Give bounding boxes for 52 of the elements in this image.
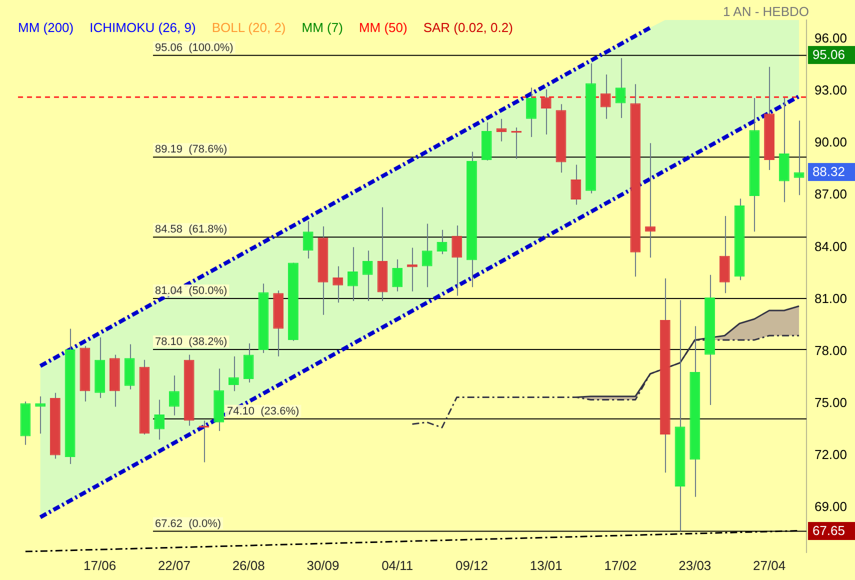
text: 88.32 [808,163,855,182]
candlestick [332,266,344,304]
ref-line-label: 67.62 (0.0%) [155,518,222,530]
y-tick-label: 78.00 [814,342,848,358]
text: 1 AN - HEBDO [723,4,809,19]
y-tick-label: 93.00 [814,82,848,98]
annotation: ICHIMOKU (26, 9) [90,20,196,35]
x-tick-label: 23/03 [678,558,712,573]
candlestick [302,220,314,259]
x-tick-label: 22/07 [158,558,190,573]
x-tick-label: 17/06 [84,558,116,573]
annotation: BOLL (20, 2) [212,20,286,35]
ref-line-label: 78.10 (38.2%) [155,336,228,348]
x-tick-label: 09/12 [455,558,488,573]
x-tick-label: 26/08 [232,558,265,573]
text: 95.06 [808,46,855,64]
y-tick-label: 69.00 [814,498,848,514]
text: 67.65 [808,522,855,540]
candlestick [362,250,373,302]
ref-line-label: 74.10 (23.6%) [227,405,300,418]
x-tick-label: 17/02 [604,558,637,573]
y-tick-label: 72.00 [814,446,848,462]
x-tick-label: 27/04 [753,558,786,573]
y-tick-label: 75.00 [814,394,848,410]
ref-line-label: 95.06 (100.0%) [155,42,234,54]
y-tick-label: 96.00 [814,30,848,46]
annotation: MM (7) [302,20,343,35]
y-tick-label: 87.00 [814,186,848,202]
candlestick [243,342,254,383]
candlestick [228,356,239,392]
candlestick [496,118,507,142]
annotation: SAR (0.02, 0.2) [423,20,513,35]
annotation: MM (50) [358,20,408,35]
candlestick [615,58,626,118]
candlestick [570,164,582,206]
x-tick-label: 13/01 [530,558,562,573]
candlestick [452,225,462,296]
ref-line-label: 81.04 (50.0%) [155,285,228,298]
candlestick [540,88,552,135]
x-tick-label: 04/11 [382,558,414,573]
y-tick-label: 90.00 [814,134,848,150]
candlestick [392,258,403,292]
candlestick [794,120,804,196]
candlestick [422,223,432,288]
annotation: MM (200) [18,20,74,35]
ref-line-label: 84.58 (61.8%) [155,224,228,236]
ref-line-label: 89.19 (78.6%) [155,144,228,156]
x-tick-label: 30/09 [306,558,340,573]
candlestick [645,142,656,258]
candlestick [526,87,536,138]
y-tick-label: 84.00 [814,238,848,254]
y-tick-label: 81.00 [814,290,848,306]
